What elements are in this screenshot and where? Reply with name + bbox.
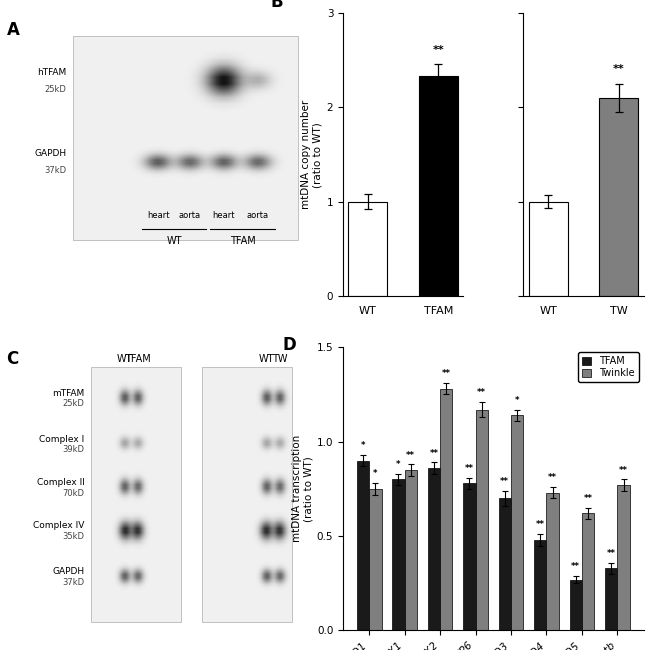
Text: **: **: [477, 388, 486, 397]
Text: aorta: aorta: [179, 211, 201, 220]
Text: WT: WT: [117, 354, 133, 364]
Bar: [547, 493, 559, 630]
Text: **: **: [613, 64, 625, 74]
Text: mTFAM: mTFAM: [53, 389, 84, 398]
Text: 35kD: 35kD: [62, 532, 84, 541]
Text: **: **: [548, 473, 557, 482]
Text: **: **: [606, 549, 616, 558]
Bar: [419, 76, 458, 296]
Bar: [476, 410, 488, 630]
Text: **: **: [406, 450, 415, 460]
Bar: [369, 489, 382, 630]
Legend: TFAM, Twinkle: TFAM, Twinkle: [578, 352, 639, 382]
Text: heart: heart: [213, 211, 235, 220]
FancyBboxPatch shape: [202, 367, 292, 622]
Text: *: *: [373, 469, 378, 478]
Text: B: B: [271, 0, 283, 11]
Text: 25kD: 25kD: [45, 84, 66, 94]
Text: TW: TW: [272, 354, 287, 364]
Text: **: **: [432, 45, 444, 55]
Text: C: C: [6, 350, 19, 368]
FancyBboxPatch shape: [73, 36, 298, 240]
Text: WT: WT: [259, 354, 274, 364]
Bar: [499, 499, 511, 630]
FancyBboxPatch shape: [90, 367, 181, 622]
Bar: [440, 389, 452, 630]
Text: aorta: aorta: [246, 211, 268, 220]
Bar: [463, 483, 476, 630]
Text: **: **: [430, 448, 438, 458]
Bar: [511, 415, 523, 630]
Text: Complex II: Complex II: [37, 478, 84, 487]
Text: **: **: [442, 369, 450, 378]
Bar: [618, 485, 630, 630]
Bar: [528, 202, 567, 296]
Text: GAPDH: GAPDH: [53, 567, 84, 577]
Y-axis label: mtDNA transcription
(ratio to WT): mtDNA transcription (ratio to WT): [292, 436, 314, 543]
Text: 70kD: 70kD: [62, 489, 84, 498]
Y-axis label: mtDNA copy number
(ratio to WT): mtDNA copy number (ratio to WT): [301, 100, 322, 209]
Bar: [605, 568, 617, 630]
Text: Complex IV: Complex IV: [33, 521, 84, 530]
Bar: [348, 202, 387, 296]
Text: TFAM: TFAM: [230, 237, 255, 246]
Text: 25kD: 25kD: [63, 399, 84, 408]
Bar: [582, 514, 594, 630]
Text: TFAM: TFAM: [125, 354, 150, 364]
Text: **: **: [584, 494, 593, 503]
Text: GAPDH: GAPDH: [34, 149, 66, 158]
Bar: [428, 468, 440, 630]
Text: WT: WT: [166, 237, 182, 246]
Text: A: A: [6, 21, 20, 40]
Bar: [404, 470, 417, 630]
Text: D: D: [283, 336, 296, 354]
Bar: [599, 98, 638, 296]
Bar: [569, 580, 582, 630]
Text: 39kD: 39kD: [62, 445, 84, 454]
Text: **: **: [500, 477, 510, 486]
Text: hTFAM: hTFAM: [37, 68, 66, 77]
Text: *: *: [515, 396, 519, 405]
Text: *: *: [361, 441, 365, 450]
Text: **: **: [465, 464, 474, 473]
Text: 37kD: 37kD: [44, 166, 66, 175]
Bar: [392, 480, 404, 630]
Text: heart: heart: [147, 211, 170, 220]
Text: **: **: [571, 562, 580, 571]
Text: **: **: [536, 521, 545, 530]
Text: *: *: [396, 460, 400, 469]
Bar: [534, 540, 547, 630]
Text: 37kD: 37kD: [62, 578, 84, 587]
Bar: [357, 461, 369, 630]
Text: Complex I: Complex I: [40, 435, 84, 444]
Text: **: **: [619, 465, 628, 474]
